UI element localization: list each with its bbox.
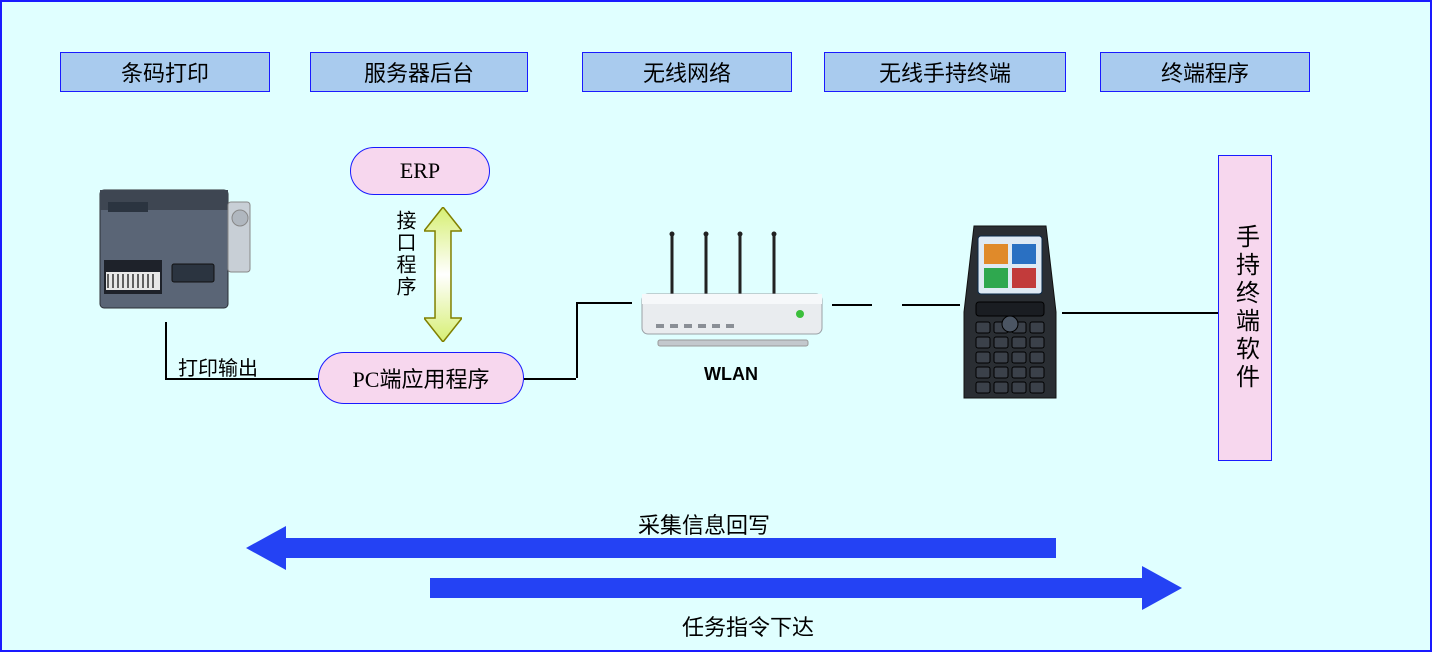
collect-arrow-bar [284,538,1056,558]
connector-line [165,322,167,378]
task-arrow-label: 任务指令下达 [682,610,814,642]
connector-line [524,378,576,380]
header-4: 终端程序 [1100,52,1310,92]
connector-line [832,304,872,306]
task-arrow-head-icon [1142,566,1182,610]
handheld-terminal-icon [960,222,1060,408]
print-output-label: 打印输出 [178,352,258,381]
connector-line [1062,312,1096,314]
connector-line [1096,312,1218,314]
diagram-canvas: 条码打印服务器后台 无线网络无线手持终端终端程序 ERP PC端应用程序 手持终端软件 接… [0,0,1432,652]
pcapp-pill: PC端应用程序 [318,352,524,404]
collect-arrow-label: 采集信息回写 [638,508,770,540]
erp-pill: ERP [350,147,490,195]
wlan-router-icon [632,228,832,358]
connector-line [902,304,960,306]
header-1: 服务器后台 [310,52,528,92]
header-0: 条码打印 [60,52,270,92]
connector-line [576,302,632,304]
connector-line [576,302,578,378]
task-arrow-bar [430,578,1144,598]
header-3: 无线手持终端 [824,52,1066,92]
wlan-label: WLAN [704,364,758,385]
connector-line [165,378,318,380]
header-2: 无线网络 [582,52,792,92]
collect-arrow-head-icon [246,526,286,570]
barcode-printer-icon [94,172,254,322]
interface-label: 接口程序 [390,210,419,298]
interface-double-arrow-icon [424,207,462,342]
terminal-software-box: 手持终端软件 [1218,155,1272,461]
